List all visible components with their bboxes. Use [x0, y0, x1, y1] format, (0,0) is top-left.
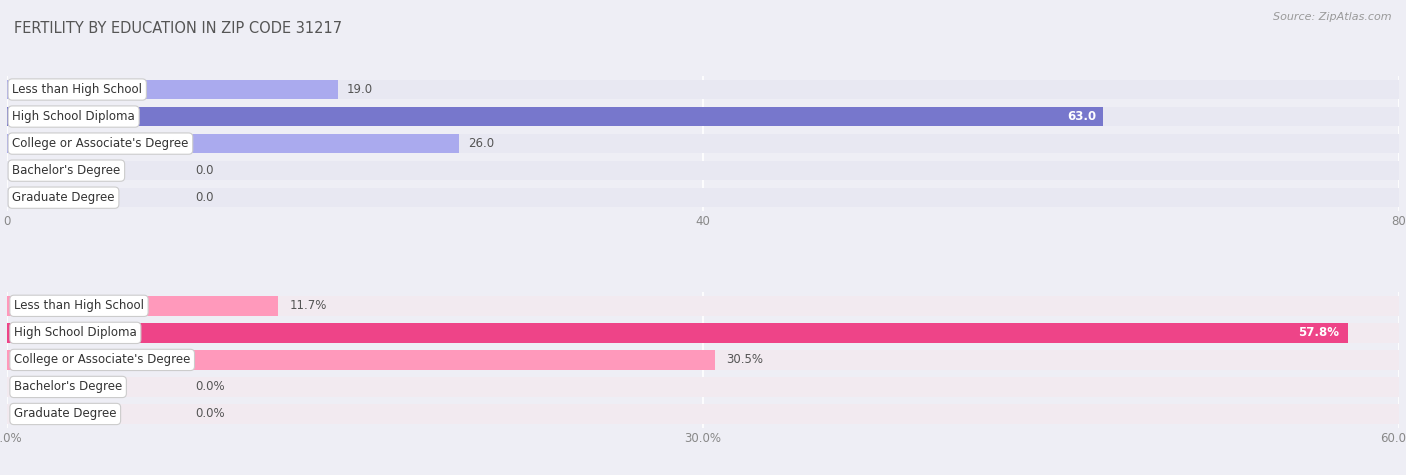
Bar [7, 323, 1399, 342]
Bar [7, 404, 1399, 424]
Text: High School Diploma: High School Diploma [14, 326, 136, 339]
Text: 63.0: 63.0 [1067, 110, 1097, 123]
Text: Graduate Degree: Graduate Degree [13, 191, 115, 204]
Text: 0.0%: 0.0% [195, 380, 225, 393]
Text: 0.0%: 0.0% [195, 408, 225, 420]
Bar [7, 161, 1399, 180]
Text: Graduate Degree: Graduate Degree [14, 408, 117, 420]
Text: FERTILITY BY EDUCATION IN ZIP CODE 31217: FERTILITY BY EDUCATION IN ZIP CODE 31217 [14, 21, 342, 37]
Text: 0.0: 0.0 [195, 191, 214, 204]
Bar [7, 377, 1399, 397]
Bar [7, 107, 1104, 126]
Bar [7, 80, 337, 99]
Text: Less than High School: Less than High School [14, 299, 143, 313]
Bar [7, 188, 1399, 208]
Text: 11.7%: 11.7% [290, 299, 328, 313]
Text: College or Associate's Degree: College or Associate's Degree [13, 137, 188, 150]
Bar [7, 80, 1399, 99]
Bar [7, 350, 714, 370]
Text: Source: ZipAtlas.com: Source: ZipAtlas.com [1274, 12, 1392, 22]
Text: College or Associate's Degree: College or Associate's Degree [14, 353, 190, 366]
Text: Bachelor's Degree: Bachelor's Degree [13, 164, 121, 177]
Text: 57.8%: 57.8% [1298, 326, 1339, 339]
Text: 30.5%: 30.5% [727, 353, 763, 366]
Bar [7, 350, 1399, 370]
Text: Bachelor's Degree: Bachelor's Degree [14, 380, 122, 393]
Text: High School Diploma: High School Diploma [13, 110, 135, 123]
Bar [7, 134, 1399, 153]
Bar [7, 134, 460, 153]
Bar [7, 323, 1348, 342]
Text: 19.0: 19.0 [346, 83, 373, 96]
Bar [7, 296, 1399, 315]
Text: 0.0: 0.0 [195, 164, 214, 177]
Bar [7, 107, 1399, 126]
Bar [7, 296, 278, 315]
Text: Less than High School: Less than High School [13, 83, 142, 96]
Text: 26.0: 26.0 [468, 137, 495, 150]
